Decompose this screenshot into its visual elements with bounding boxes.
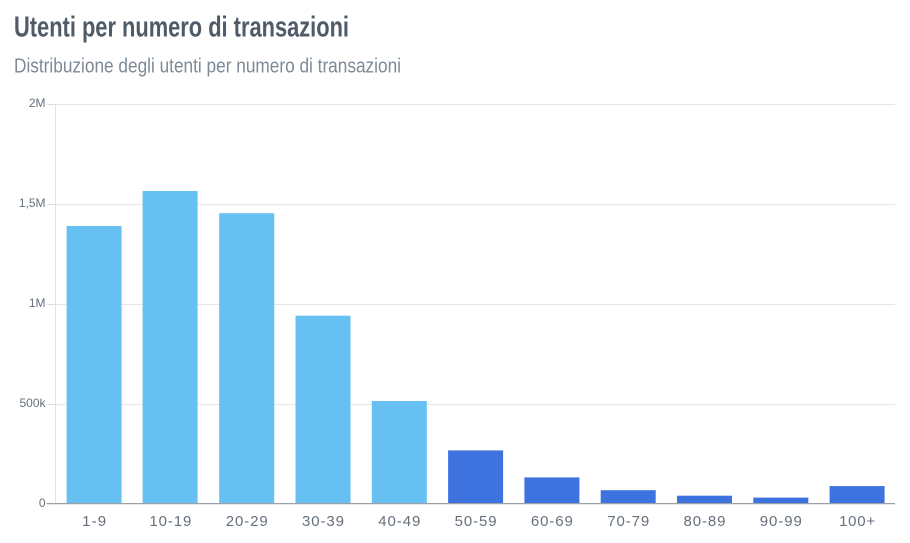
svg-text:1,5M: 1,5M bbox=[19, 196, 46, 210]
svg-text:2M: 2M bbox=[29, 96, 46, 110]
svg-text:1M: 1M bbox=[29, 296, 46, 310]
svg-text:500k: 500k bbox=[19, 396, 46, 410]
svg-text:30-39: 30-39 bbox=[302, 513, 344, 530]
svg-text:70-79: 70-79 bbox=[607, 513, 649, 530]
svg-text:Utenti per numero di transazio: Utenti per numero di transazioni bbox=[14, 12, 349, 44]
svg-text:50-59: 50-59 bbox=[455, 513, 497, 530]
svg-text:90-99: 90-99 bbox=[760, 513, 802, 530]
svg-text:60-69: 60-69 bbox=[531, 513, 573, 530]
svg-text:100+: 100+ bbox=[839, 513, 875, 530]
svg-text:0: 0 bbox=[39, 496, 46, 510]
svg-text:20-29: 20-29 bbox=[226, 513, 268, 530]
svg-text:80-89: 80-89 bbox=[684, 513, 726, 530]
svg-text:10-19: 10-19 bbox=[149, 513, 191, 530]
svg-text:Distribuzione degli utenti per: Distribuzione degli utenti per numero di… bbox=[14, 55, 401, 77]
svg-text:1-9: 1-9 bbox=[82, 513, 106, 530]
svg-text:40-49: 40-49 bbox=[378, 513, 420, 530]
